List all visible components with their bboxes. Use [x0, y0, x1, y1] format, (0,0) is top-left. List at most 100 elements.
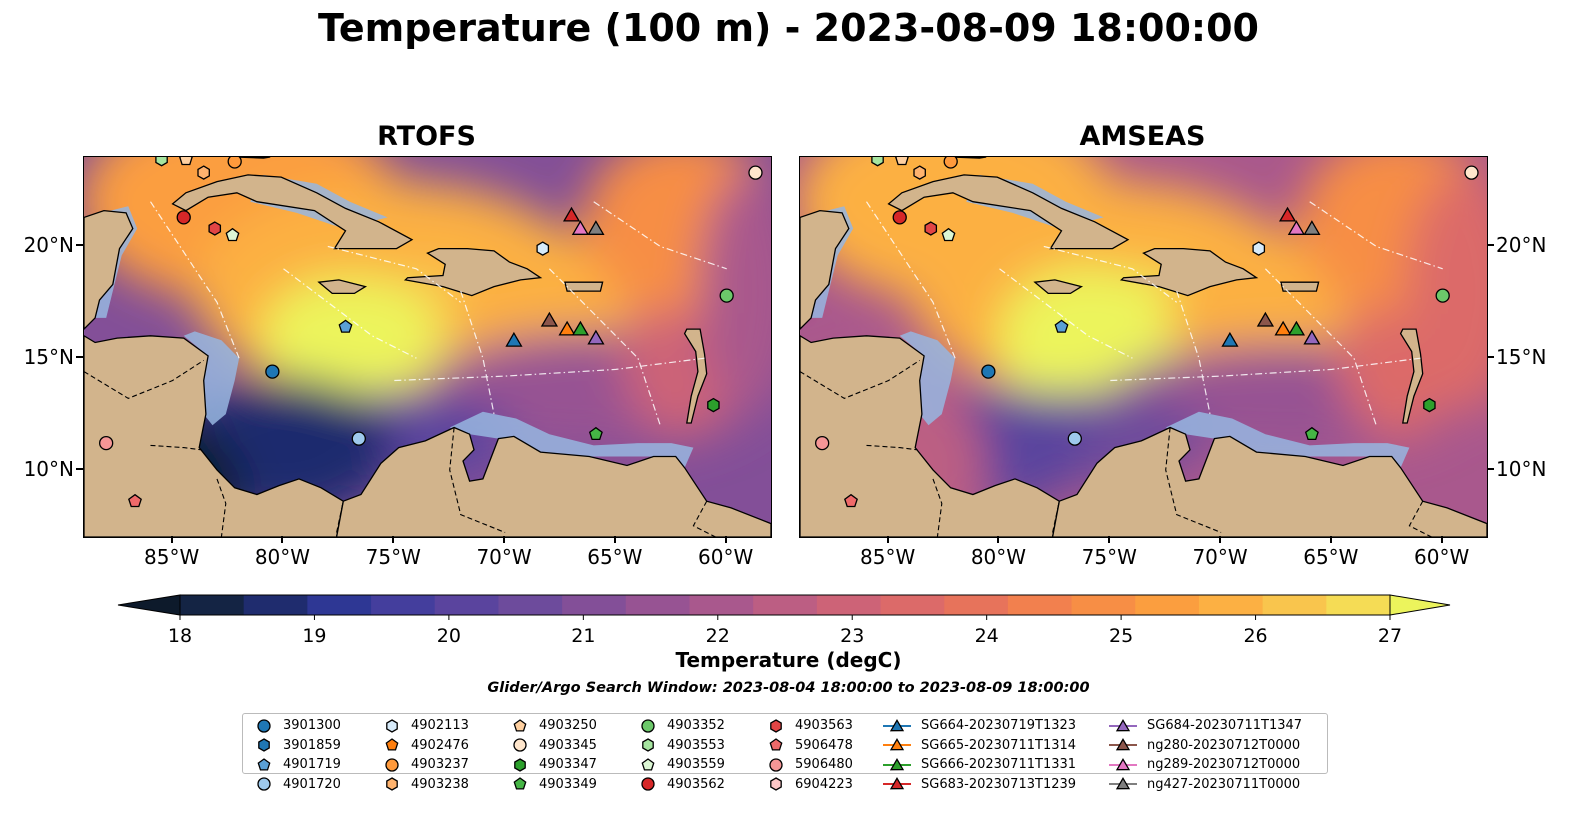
platform-ng280-20230712T0000[interactable]	[540, 311, 559, 327]
legend-marker	[385, 757, 399, 772]
colorbar-bin	[371, 595, 436, 615]
platform-3901300[interactable]	[265, 364, 280, 379]
platform-ng289-20230712T0000[interactable]	[1287, 220, 1306, 235]
circle-marker-icon	[257, 718, 271, 733]
colorbar-tick-label: 26	[1243, 625, 1267, 647]
platform-SG684-20230711T1347[interactable]	[587, 329, 605, 345]
colorbar-bin	[816, 595, 882, 615]
platform-4903352[interactable]	[1435, 288, 1450, 303]
legend-marker	[513, 777, 527, 790]
platform-SG665-20230711T1314[interactable]	[558, 320, 576, 336]
legend-marker	[513, 738, 527, 752]
country-borders	[84, 359, 716, 537]
platform-SG683-20230713T1239[interactable]	[1278, 206, 1297, 222]
hexagon-marker-icon	[386, 777, 398, 791]
colorbar-bin	[1262, 595, 1327, 615]
platform-4903347[interactable]	[1423, 397, 1436, 413]
legend-label: 4903237	[411, 757, 469, 772]
platform-4901719[interactable]	[338, 319, 353, 333]
platform-4903345[interactable]	[748, 165, 763, 180]
platform-SG666-20230711T1331[interactable]	[1287, 320, 1306, 336]
amseas-map[interactable]	[799, 156, 1488, 538]
legend-entry: 3901300	[255, 716, 341, 735]
platform-SG664-20230719T1323[interactable]	[1221, 331, 1239, 347]
legend-entry: 4903347	[511, 755, 597, 774]
platform-4903250[interactable]	[179, 157, 193, 166]
platform-4903349[interactable]	[1304, 426, 1319, 441]
legend-marker	[889, 738, 905, 751]
platform-3901300[interactable]	[981, 364, 996, 379]
colorbar-bin	[243, 595, 308, 615]
land-hispaniola	[403, 247, 543, 297]
platform-4903563[interactable]	[208, 221, 222, 236]
land-jamaica	[317, 279, 368, 295]
platform-4903553[interactable]	[155, 157, 168, 167]
pentagon-marker-icon	[513, 777, 527, 790]
platform-4903562[interactable]	[176, 210, 191, 225]
figure-title: Temperature (100 m) - 2023-08-09 18:00:0…	[317, 6, 1259, 50]
legend-label: 3901300	[283, 718, 341, 733]
platform-4903352[interactable]	[719, 288, 734, 303]
platform-4903349[interactable]	[588, 426, 603, 441]
legend-entry: 5906478	[767, 736, 853, 755]
lon-tick-label: 70°W	[1192, 545, 1248, 569]
platform-SG665-20230711T1314[interactable]	[1274, 320, 1292, 336]
lon-tick-label: 80°W	[254, 545, 311, 569]
legend-entry: 4901719	[255, 755, 341, 774]
platform-ng280-20230712T0000[interactable]	[1256, 311, 1275, 327]
land-masses	[84, 157, 771, 537]
platform-SG666-20230711T1331[interactable]	[571, 320, 590, 336]
platform-4903238[interactable]	[197, 165, 210, 180]
platform-4903559[interactable]	[941, 227, 956, 242]
platform-5906480[interactable]	[99, 435, 114, 451]
legend-entry: SG683-20230713T1239	[883, 775, 1076, 794]
platform-4901720[interactable]	[1067, 431, 1082, 446]
legend-entry: ng280-20230712T0000	[1109, 736, 1300, 755]
legend-entry: 3901859	[255, 736, 341, 755]
platform-5906478[interactable]	[844, 493, 858, 508]
platform-4903250[interactable]	[895, 157, 909, 166]
platform-4902113[interactable]	[536, 241, 550, 256]
legend-marker	[889, 718, 905, 731]
platform-4903237[interactable]	[943, 157, 958, 169]
platform-SG684-20230711T1347[interactable]	[1303, 329, 1321, 345]
platform-5906478[interactable]	[128, 493, 142, 508]
colorbar-tick-label: 24	[975, 625, 999, 647]
colorbar-bin	[498, 595, 563, 615]
lon-tick-label: 75°W	[1081, 545, 1137, 569]
lon-tick-label: 65°W	[587, 545, 643, 569]
platform-4902113[interactable]	[1252, 241, 1266, 256]
platform-ng289-20230712T0000[interactable]	[571, 220, 590, 235]
legend-marker	[258, 738, 270, 752]
legend-label: 4902113	[411, 718, 469, 733]
legend-entry: 4902113	[383, 716, 469, 735]
platform-5906480[interactable]	[815, 435, 830, 451]
platform-4903559[interactable]	[225, 227, 240, 242]
rtofs-map[interactable]	[83, 156, 772, 538]
land-lesserAntilles	[1399, 328, 1424, 424]
legend-marker	[642, 738, 654, 752]
legend-label: 5906480	[795, 757, 853, 772]
platform-SG683-20230713T1239[interactable]	[562, 206, 581, 222]
circle-marker-icon	[257, 777, 271, 791]
platform-ng427-20230711T0000[interactable]	[1303, 220, 1321, 235]
platform-4903237[interactable]	[227, 157, 242, 169]
colorbar-bin	[1326, 595, 1391, 615]
platform-4903347[interactable]	[707, 397, 720, 413]
platform-ng427-20230711T0000[interactable]	[587, 220, 605, 235]
platform-4903553[interactable]	[871, 157, 884, 167]
platform-4903563[interactable]	[924, 221, 938, 236]
platform-4903562[interactable]	[892, 210, 907, 225]
lon-tick-mark	[886, 536, 889, 543]
platform-4903345[interactable]	[1464, 165, 1479, 180]
legend-marker	[257, 757, 271, 771]
platform-4901719[interactable]	[1054, 319, 1069, 333]
colorbar-bin	[625, 595, 690, 615]
legend-label: 4903352	[667, 718, 725, 733]
platform-SG664-20230719T1323[interactable]	[505, 331, 523, 347]
platform-4901720[interactable]	[351, 431, 366, 446]
panel-title-amseas: AMSEAS	[1079, 121, 1206, 152]
lon-tick-mark	[724, 536, 727, 543]
platform-4903238[interactable]	[913, 165, 926, 180]
triangle-marker-icon	[883, 757, 911, 770]
